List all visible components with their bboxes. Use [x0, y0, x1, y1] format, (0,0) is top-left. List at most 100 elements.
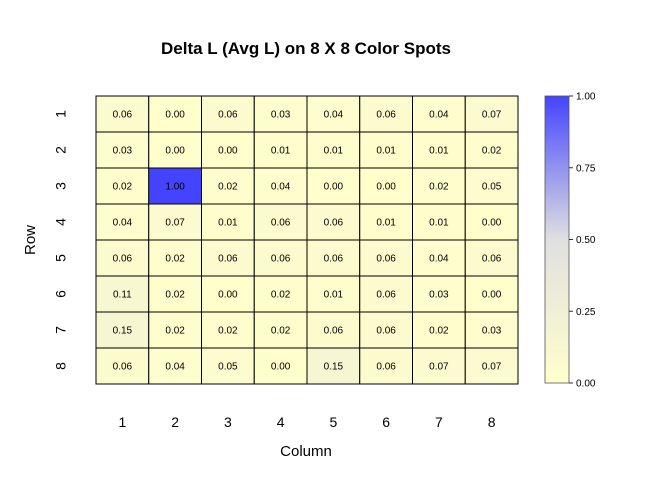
heatmap-cell [253, 239, 308, 277]
cell-value-label: 0.06 [324, 218, 344, 229]
cell-value-label: 0.04 [165, 362, 185, 373]
cell-value-label: 0.06 [113, 254, 133, 265]
cell-value-label: 0.06 [324, 254, 344, 265]
colorbar-gradient [544, 95, 570, 384]
cell-value-label: 0.00 [482, 290, 502, 301]
cell-value-label: 1.00 [165, 182, 185, 193]
colorbar: 0.00 0.25 0.50 0.75 1.00 [544, 92, 596, 390]
heatmap-cell [359, 131, 413, 169]
cell-value-label: 0.06 [218, 254, 238, 265]
cell-value-label: 0.01 [376, 218, 396, 229]
heatmap-cell [412, 203, 466, 241]
cell-value-label: 0.06 [376, 290, 396, 301]
cell-value-label: 0.00 [324, 182, 344, 193]
heatmap-cell [148, 95, 202, 133]
row-tick-label: 6 [53, 290, 69, 298]
cell-value-label: 0.03 [429, 290, 449, 301]
heatmap-cell [306, 167, 361, 205]
heatmap-cell [201, 347, 255, 385]
cell-value-label: 0.00 [218, 290, 238, 301]
cell-value-label: 0.00 [376, 182, 396, 193]
column-tick-label: 4 [277, 414, 285, 430]
cell-value-label: 0.06 [376, 110, 396, 121]
cell-value-label: 0.04 [429, 254, 449, 265]
heatmap-cell [306, 311, 361, 349]
cell-value-label: 0.06 [376, 254, 396, 265]
heatmap-cell [464, 95, 519, 133]
row-tick-label: 3 [53, 182, 69, 190]
heatmap-cell [359, 275, 413, 313]
heatmap-cell [306, 275, 361, 313]
heatmap-cell [148, 167, 202, 205]
cell-value-label: 0.02 [218, 326, 238, 337]
cell-value-label: 0.01 [218, 218, 238, 229]
heatmap-cell [464, 311, 519, 349]
colorbar-tick-label: 0.00 [576, 379, 596, 390]
row-tick-label: 4 [53, 218, 69, 226]
column-tick-label: 1 [118, 414, 126, 430]
cell-value-label: 0.05 [482, 182, 502, 193]
cell-value-label: 0.06 [113, 362, 133, 373]
heatmap-cell [95, 167, 150, 205]
cell-value-label: 0.11 [113, 290, 132, 301]
heatmap-cell [359, 311, 413, 349]
x-axis-title: Column [280, 443, 332, 460]
heatmap-cell [464, 275, 519, 313]
heatmap-cell [253, 203, 308, 241]
heatmap-cell [201, 203, 255, 241]
cell-value-label: 0.01 [376, 146, 396, 157]
cell-value-label: 0.06 [113, 110, 133, 121]
cell-value-label: 0.02 [165, 290, 185, 301]
heatmap-cell [95, 347, 150, 385]
cell-value-label: 0.03 [271, 110, 291, 121]
cell-value-label: 0.06 [218, 110, 238, 121]
cell-value-label: 0.01 [324, 290, 344, 301]
cell-value-label: 0.02 [271, 326, 291, 337]
cell-value-label: 0.06 [271, 254, 291, 265]
heatmap-cell [201, 275, 255, 313]
column-tick-label: 5 [329, 414, 337, 430]
colorbar-tick-label: 0.50 [576, 235, 596, 246]
heatmap-cell [359, 347, 413, 385]
row-tick-label: 5 [53, 254, 69, 262]
cell-value-label: 0.07 [482, 110, 502, 121]
heatmap-cell [306, 203, 361, 241]
column-tick-label: 2 [171, 414, 179, 430]
column-tick-label: 8 [488, 414, 496, 430]
cell-value-label: 0.01 [429, 218, 449, 229]
heatmap-cell [412, 167, 466, 205]
colorbar-tick-label: 1.00 [576, 92, 596, 103]
cell-value-label: 0.02 [113, 182, 133, 193]
column-tick-label: 6 [382, 414, 390, 430]
heatmap-cell [464, 347, 519, 385]
row-tick-label: 2 [53, 146, 69, 154]
cell-value-label: 0.15 [324, 362, 344, 373]
cell-value-label: 0.15 [113, 326, 133, 337]
row-tick-label: 1 [53, 110, 69, 118]
cell-value-label: 0.06 [482, 254, 502, 265]
heatmap-cell [412, 311, 466, 349]
cell-value-label: 0.00 [165, 146, 185, 157]
cell-value-label: 0.00 [271, 362, 291, 373]
row-tick-label: 8 [53, 362, 69, 370]
cell-value-label: 0.03 [482, 326, 502, 337]
heatmap-cell [253, 131, 308, 169]
colorbar-ticks: 0.00 0.25 0.50 0.75 1.00 [569, 92, 596, 390]
cell-value-label: 0.06 [376, 362, 396, 373]
cell-value-label: 0.00 [165, 110, 185, 121]
heatmap-cell [95, 311, 150, 349]
colorbar-tick-label: 0.75 [576, 163, 596, 174]
heatmap-cell [253, 167, 308, 205]
cell-value-label: 0.04 [429, 110, 449, 121]
cell-value-label: 0.02 [482, 146, 502, 157]
cell-value-label: 0.04 [324, 110, 344, 121]
row-tick-labels: 1 2 3 4 5 6 7 8 [53, 110, 69, 370]
cell-value-label: 0.01 [324, 146, 344, 157]
cell-value-label: 0.02 [218, 182, 238, 193]
cell-value-label: 0.06 [271, 218, 291, 229]
heatmap-cell [148, 311, 202, 349]
column-tick-label: 3 [224, 414, 232, 430]
cell-value-label: 0.06 [324, 326, 344, 337]
cell-value-label: 0.01 [429, 146, 449, 157]
